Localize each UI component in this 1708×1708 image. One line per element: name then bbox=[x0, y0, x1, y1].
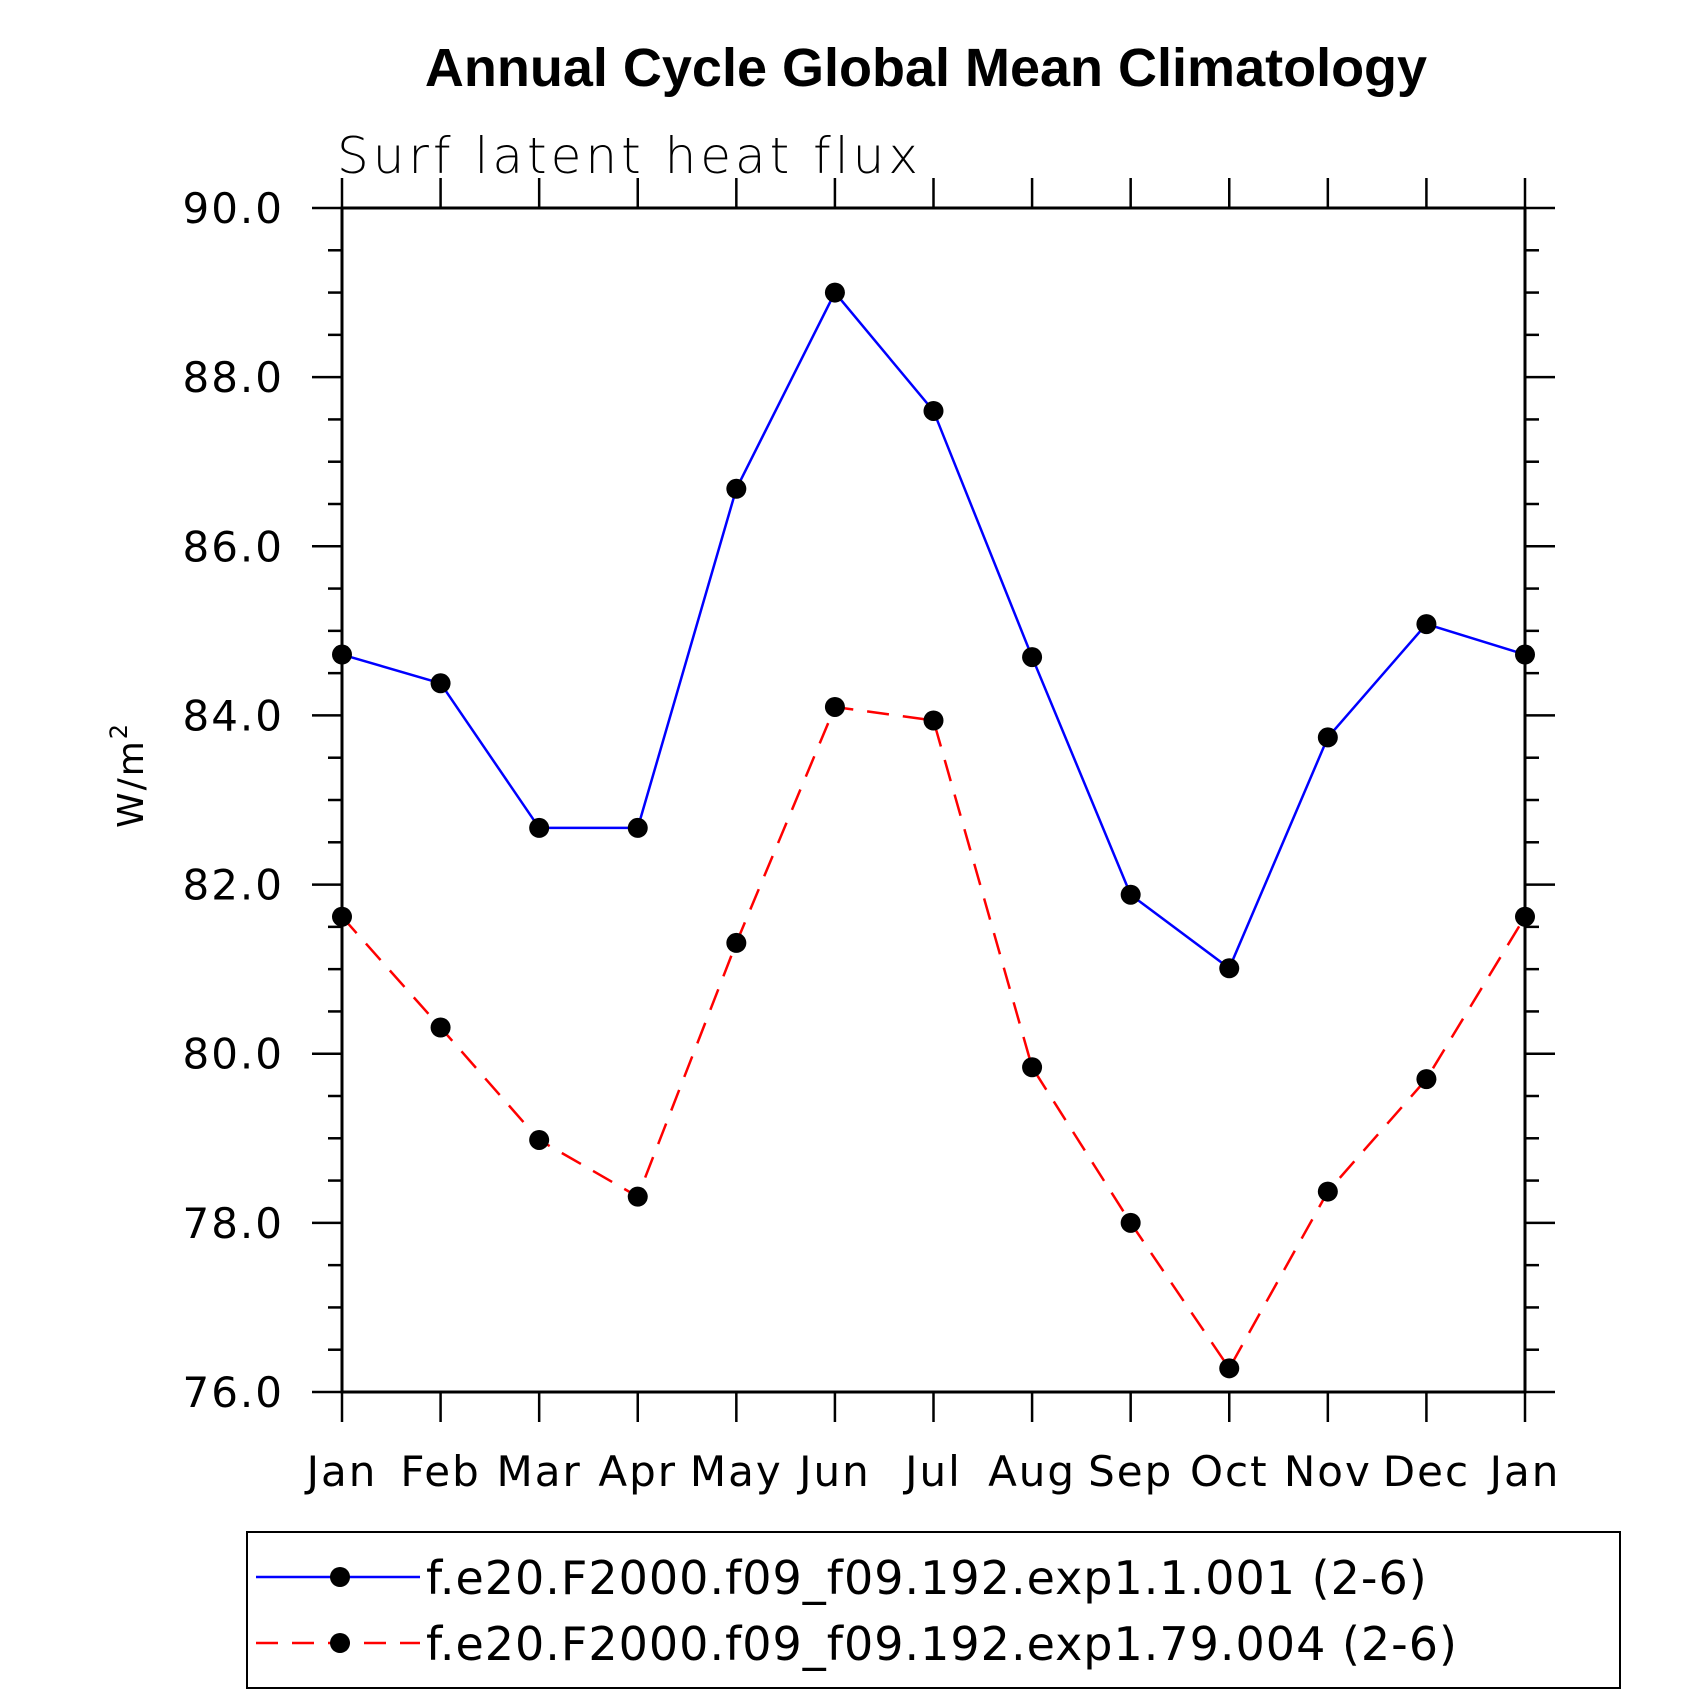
data-point-series-1 bbox=[529, 817, 550, 838]
x-tick-label: Jan bbox=[304, 1447, 378, 1496]
data-point-series-1 bbox=[1219, 958, 1240, 979]
x-tick-label: Oct bbox=[1190, 1447, 1269, 1496]
y-tick-label: 90.0 bbox=[182, 184, 284, 233]
data-point-series-2 bbox=[1317, 1181, 1338, 1202]
y-tick-labels: 90.0 88.0 86.0 84.0 82.0 80.0 78.0 76.0 bbox=[182, 184, 284, 1417]
data-point-series-1 bbox=[1120, 884, 1141, 905]
y-tick-label: 84.0 bbox=[182, 691, 284, 740]
x-tick-label: Dec bbox=[1383, 1447, 1470, 1496]
legend-marker-2 bbox=[330, 1633, 350, 1653]
x-tick-label: Mar bbox=[497, 1447, 582, 1496]
data-point-series-2 bbox=[923, 710, 944, 731]
legend-box bbox=[246, 1531, 1621, 1689]
data-point-series-2 bbox=[1022, 1057, 1043, 1078]
x-tick-label: Feb bbox=[400, 1447, 480, 1496]
series-line-1 bbox=[341, 290, 1526, 971]
x-tick-label: May bbox=[690, 1447, 783, 1496]
data-point-series-2 bbox=[627, 1186, 648, 1207]
chart-title: Annual Cycle Global Mean Climatology bbox=[425, 38, 1427, 98]
y-tick-label: 76.0 bbox=[182, 1368, 284, 1417]
x-tick-label: Apr bbox=[598, 1447, 677, 1496]
data-point-series-2 bbox=[1416, 1069, 1437, 1090]
x-tick-labels: Jan Feb Mar Apr May Jun Jul Aug Sep Oct Nov Dec Jan bbox=[304, 1447, 1561, 1496]
series-layer bbox=[332, 282, 1535, 1379]
legend-label-1: f.e20.F2000.f09_f09.192.exp1.1.001 (2-6) bbox=[426, 1551, 1428, 1605]
data-point-series-1 bbox=[430, 673, 451, 694]
x-tick-label: Jul bbox=[902, 1447, 962, 1496]
data-point-series-1 bbox=[824, 282, 845, 303]
data-point-series-1 bbox=[923, 400, 944, 421]
series-line-2 bbox=[341, 705, 1527, 1371]
y-tick-label: 88.0 bbox=[182, 353, 284, 402]
x-tick-label: Jun bbox=[796, 1447, 871, 1496]
data-point-series-1 bbox=[726, 478, 747, 499]
axis-ticks bbox=[312, 178, 1555, 1422]
data-point-series-2 bbox=[430, 1017, 451, 1038]
x-tick-label: Sep bbox=[1088, 1447, 1173, 1496]
x-tick-label: Aug bbox=[988, 1447, 1076, 1496]
y-axis-label-text: W/m bbox=[111, 739, 152, 828]
y-tick-label: 86.0 bbox=[182, 522, 284, 571]
legend: f.e20.F2000.f09_f09.192.exp1.1.001 (2-6)… bbox=[256, 1551, 1458, 1671]
y-tick-label: 80.0 bbox=[182, 1030, 284, 1079]
chart-subtitle: Surf latent heat flux bbox=[337, 127, 922, 185]
data-point-series-2 bbox=[824, 696, 845, 717]
data-point-series-2 bbox=[726, 932, 747, 953]
data-point-series-2 bbox=[1219, 1358, 1240, 1379]
y-axis-label-superscript: 2 bbox=[105, 722, 133, 739]
x-tick-label: Nov bbox=[1284, 1447, 1372, 1496]
x-tick-label: Jan bbox=[1487, 1447, 1561, 1496]
data-point-series-2 bbox=[529, 1129, 550, 1150]
data-point-series-1 bbox=[1317, 727, 1338, 748]
legend-marker-1 bbox=[330, 1567, 350, 1587]
data-point-series-1 bbox=[1416, 614, 1437, 635]
plot-frame bbox=[340, 206, 1527, 1394]
data-point-series-1 bbox=[1022, 647, 1043, 668]
y-axis-label: W/m2 bbox=[105, 722, 152, 828]
data-point-series-1 bbox=[627, 817, 648, 838]
data-point-series-2 bbox=[1120, 1212, 1141, 1233]
y-tick-label: 78.0 bbox=[182, 1199, 284, 1248]
y-tick-label: 82.0 bbox=[182, 861, 284, 910]
legend-label-2: f.e20.F2000.f09_f09.192.exp1.79.004 (2-6… bbox=[426, 1617, 1458, 1671]
